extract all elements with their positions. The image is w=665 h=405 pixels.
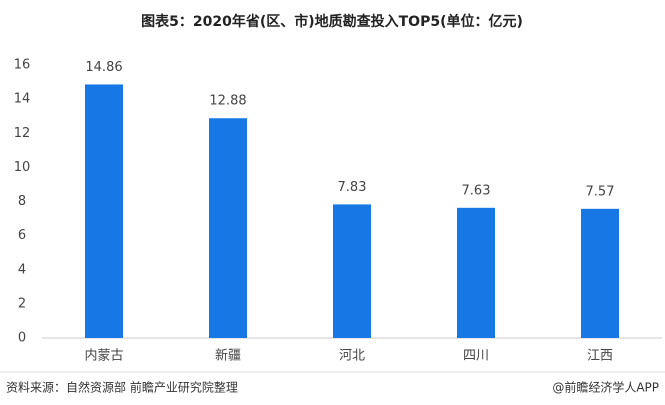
value-label: 7.57 xyxy=(586,184,615,199)
x-tick-label: 新疆 xyxy=(215,348,241,364)
x-tick-label: 内蒙古 xyxy=(84,348,123,364)
y-tick-label: 14 xyxy=(14,92,31,107)
y-tick-label: 2 xyxy=(18,296,26,311)
y-tick-label: 6 xyxy=(18,228,26,243)
y-tick-label: 0 xyxy=(18,331,26,346)
x-tick-label: 江西 xyxy=(587,349,613,364)
value-label: 7.63 xyxy=(462,183,491,198)
source: 资料来源：自然资源部 前瞻产业研究院整理 xyxy=(6,380,238,395)
credit: @前瞻经济学人APP xyxy=(552,380,659,395)
y-tick-label: 12 xyxy=(14,126,31,141)
bar xyxy=(333,204,371,338)
bar xyxy=(85,84,123,338)
y-tick-label: 8 xyxy=(18,194,26,209)
value-label: 14.86 xyxy=(85,60,122,75)
y-tick-label: 4 xyxy=(18,262,26,277)
chart-title: 图表5：2020年省(区、市)地质勘查投入TOP5(单位：亿元) xyxy=(141,13,523,30)
y-tick-label: 10 xyxy=(14,160,31,175)
value-label: 7.83 xyxy=(338,180,367,195)
bar xyxy=(209,118,247,338)
x-tick-label: 河北 xyxy=(339,349,365,364)
x-tick-label: 四川 xyxy=(463,349,489,364)
value-label: 12.88 xyxy=(209,94,246,109)
bar xyxy=(457,207,495,338)
y-tick-label: 16 xyxy=(14,58,31,73)
bar xyxy=(581,208,619,338)
